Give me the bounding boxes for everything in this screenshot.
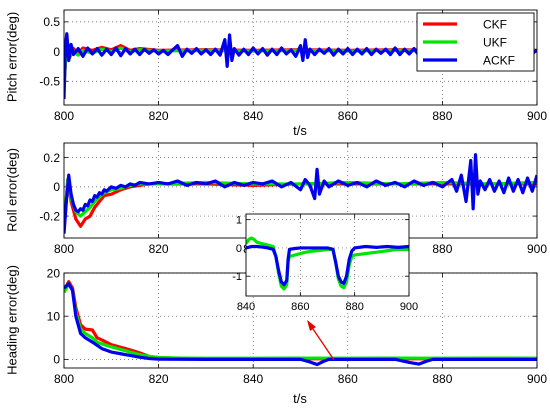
arrow-head (307, 320, 316, 331)
heading-y-tick-label: 0 (53, 353, 60, 367)
roll-series-ackf (64, 153, 537, 234)
heading-x-tick-label: 860 (338, 372, 358, 386)
roll-series-group (64, 153, 537, 234)
inset-x-tick-label: 900 (400, 301, 418, 313)
inset-y-tick-label: 0 (236, 243, 242, 255)
inset-series-group (246, 236, 409, 291)
inset-panel: 840 860 880 900 -1 0 1 (232, 213, 418, 313)
pitch-x-axis-label: t/s (293, 123, 307, 138)
pitch-panel: 800 820 840 860 880 900 -0.5 0 0.5 t/s Pitch error… (4, 9, 547, 138)
pitch-y-tick-label: 0.5 (43, 15, 60, 29)
legend-label-ckf: CKF (483, 18, 507, 32)
roll-y-tick-label: 0.2 (43, 151, 60, 165)
inset-axes-frame (245, 213, 410, 297)
roll-x-tick-label: 900 (527, 242, 547, 256)
heading-x-axis-label: t/s (293, 391, 307, 406)
arrow-shaft (310, 325, 335, 361)
pitch-y-tick-label: 0 (53, 45, 60, 59)
roll-y-axis-label: Roll error(deg) (4, 148, 19, 232)
pitch-x-tick-label: 800 (54, 109, 74, 123)
legend: CKF UKF ACKF (416, 12, 535, 72)
inset-y-tick-label: 1 (236, 215, 242, 227)
pitch-x-tick-label: 840 (243, 109, 263, 123)
inset-x-tick-label: 880 (345, 301, 363, 313)
heading-y-axis-label: Heading error(deg) (4, 265, 19, 375)
heading-y-tick-label: 10 (47, 310, 61, 324)
inset-plot-area (246, 214, 409, 296)
inset-x-tick-label: 860 (291, 301, 309, 313)
inset-series-ukf (246, 236, 409, 291)
inset-series-ackf (246, 244, 409, 287)
pitch-x-tick-label: 860 (338, 109, 358, 123)
heading-x-tick-label: 900 (527, 372, 547, 386)
roll-x-tick-label: 800 (54, 242, 74, 256)
pitch-y-tick-label: -0.5 (39, 75, 60, 89)
roll-y-tick-label: 0 (53, 180, 60, 194)
main-panels: 800 820 840 860 880 900 -0.5 0 0.5 t/s Pitch error… (4, 9, 547, 406)
heading-x-tick-label: 840 (243, 372, 263, 386)
inset-x-tick-label: 840 (237, 301, 255, 313)
annotation-arrow (307, 320, 335, 361)
pitch-x-tick-label: 880 (432, 109, 452, 123)
inset-panel: 840 860 880 900 -1 0 1 (232, 213, 418, 313)
legend-label-ackf: ACKF (483, 54, 515, 68)
pitch-y-axis-label: Pitch error(deg) (4, 12, 19, 102)
heading-series-group (64, 280, 537, 367)
pitch-x-tick-label: 900 (527, 109, 547, 123)
heading-y-tick-label: 20 (47, 266, 61, 280)
pitch-x-tick-label: 820 (149, 109, 169, 123)
inset-y-tick-label: -1 (232, 271, 242, 283)
heading-x-tick-label: 800 (54, 372, 74, 386)
heading-x-tick-label: 820 (149, 372, 169, 386)
heading-x-tick-label: 880 (432, 372, 452, 386)
legend-label-ukf: UKF (483, 36, 507, 50)
pitch-axes-frame (63, 9, 538, 106)
roll-x-tick-label: 880 (432, 242, 452, 256)
heading-series-ackf (64, 282, 537, 367)
roll-x-tick-label: 820 (149, 242, 169, 256)
roll-y-tick-label: -0.2 (39, 209, 60, 223)
